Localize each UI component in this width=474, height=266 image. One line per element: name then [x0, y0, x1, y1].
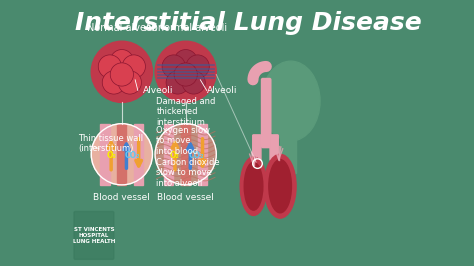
- Text: Damaged and
thickened
interstitium: Damaged and thickened interstitium: [156, 97, 216, 127]
- Text: Alveoli: Alveoli: [207, 86, 237, 95]
- Circle shape: [110, 63, 134, 86]
- Circle shape: [91, 124, 153, 185]
- FancyBboxPatch shape: [117, 124, 127, 185]
- Ellipse shape: [240, 157, 267, 215]
- Circle shape: [98, 55, 121, 78]
- Circle shape: [174, 63, 197, 86]
- Text: O₂: O₂: [106, 151, 116, 160]
- FancyBboxPatch shape: [262, 78, 271, 148]
- FancyBboxPatch shape: [198, 124, 207, 185]
- Circle shape: [102, 71, 126, 94]
- Text: Alveoli: Alveoli: [143, 86, 173, 95]
- Circle shape: [155, 124, 216, 185]
- Ellipse shape: [264, 154, 296, 218]
- Text: Interstitial Lung Disease: Interstitial Lung Disease: [75, 11, 422, 35]
- Text: Abnormal alveoli: Abnormal alveoli: [145, 23, 227, 33]
- Circle shape: [155, 41, 216, 102]
- FancyBboxPatch shape: [270, 135, 278, 160]
- FancyBboxPatch shape: [181, 124, 190, 185]
- FancyBboxPatch shape: [164, 124, 173, 185]
- Ellipse shape: [262, 61, 320, 141]
- Text: Blood vessel: Blood vessel: [93, 193, 150, 202]
- Circle shape: [182, 71, 205, 94]
- Text: O₂: O₂: [170, 151, 180, 160]
- Text: ST VINCENTS
HOSPITAL
LUNG HEALTH: ST VINCENTS HOSPITAL LUNG HEALTH: [73, 227, 115, 244]
- Circle shape: [174, 49, 197, 73]
- FancyBboxPatch shape: [134, 124, 143, 185]
- Text: Normal alveoli: Normal alveoli: [87, 23, 157, 33]
- Circle shape: [162, 55, 185, 78]
- Ellipse shape: [244, 184, 337, 215]
- Circle shape: [91, 41, 153, 102]
- Circle shape: [122, 55, 146, 78]
- Circle shape: [166, 71, 189, 94]
- Circle shape: [186, 55, 210, 78]
- Circle shape: [110, 49, 134, 73]
- Text: Blood vessel: Blood vessel: [157, 193, 214, 202]
- FancyBboxPatch shape: [253, 135, 261, 160]
- Text: Oxygen slow
to move
into blood: Oxygen slow to move into blood: [156, 126, 210, 156]
- FancyBboxPatch shape: [280, 120, 296, 173]
- Text: Carbon dioxide
slow to move
into alveoli: Carbon dioxide slow to move into alveoli: [156, 158, 220, 188]
- Ellipse shape: [269, 160, 292, 213]
- Text: CO₂: CO₂: [125, 151, 140, 160]
- Text: CO₂: CO₂: [189, 151, 204, 160]
- FancyBboxPatch shape: [100, 124, 109, 185]
- Ellipse shape: [244, 162, 263, 210]
- Circle shape: [118, 71, 141, 94]
- Text: Thin tissue wall
(interstitium): Thin tissue wall (interstitium): [78, 134, 143, 153]
- FancyBboxPatch shape: [74, 211, 114, 259]
